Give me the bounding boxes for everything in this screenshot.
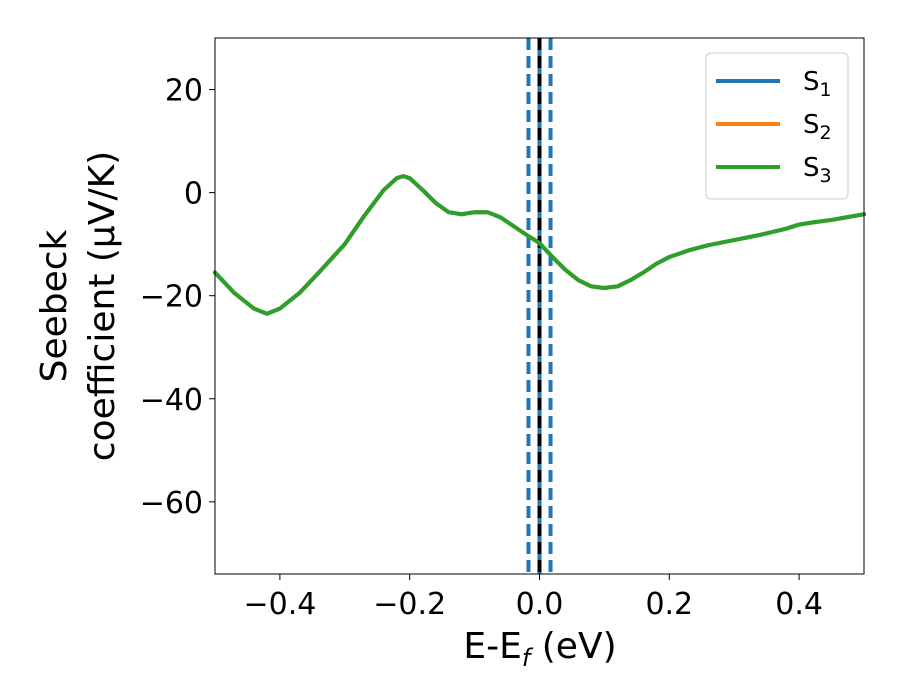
reference-lines	[526, 38, 553, 574]
x-tick-label: −0.4	[243, 587, 316, 622]
x-tick-label: −0.2	[373, 587, 446, 622]
legend-label-S3: S3	[803, 153, 832, 187]
series-line-S3	[213, 174, 866, 316]
legend-label-S2: S2	[803, 110, 832, 144]
x-tick-label: 0.4	[775, 587, 823, 622]
legend-label-S1: S1	[803, 67, 832, 101]
legend: S1 S2 S3	[705, 52, 849, 200]
y-tick-label: −60	[140, 486, 203, 521]
x-axis-ticks: −0.4 −0.2 0.0 0.2 0.4	[243, 574, 823, 622]
series-lines	[213, 174, 866, 316]
x-axis-label-unit: (eV)	[530, 626, 616, 667]
x-axis-label-main: E-E	[463, 626, 521, 667]
x-tick-label: 0.2	[645, 587, 693, 622]
x-tick-label: 0.0	[516, 587, 564, 622]
y-tick-label: −20	[140, 280, 203, 315]
y-tick-label: −40	[140, 383, 203, 418]
y-axis-label: Seebeck coefficient (μV/K)	[34, 151, 123, 461]
y-axis-label-line2: coefficient (μV/K)	[82, 151, 123, 461]
y-axis-ticks: 20 0 −20 −40 −60	[140, 74, 215, 521]
y-tick-label: 0	[184, 177, 203, 212]
x-axis-label: E-Ef (eV)	[463, 626, 616, 672]
y-tick-label: 20	[165, 74, 203, 109]
y-axis-label-line1: Seebeck	[34, 229, 75, 382]
